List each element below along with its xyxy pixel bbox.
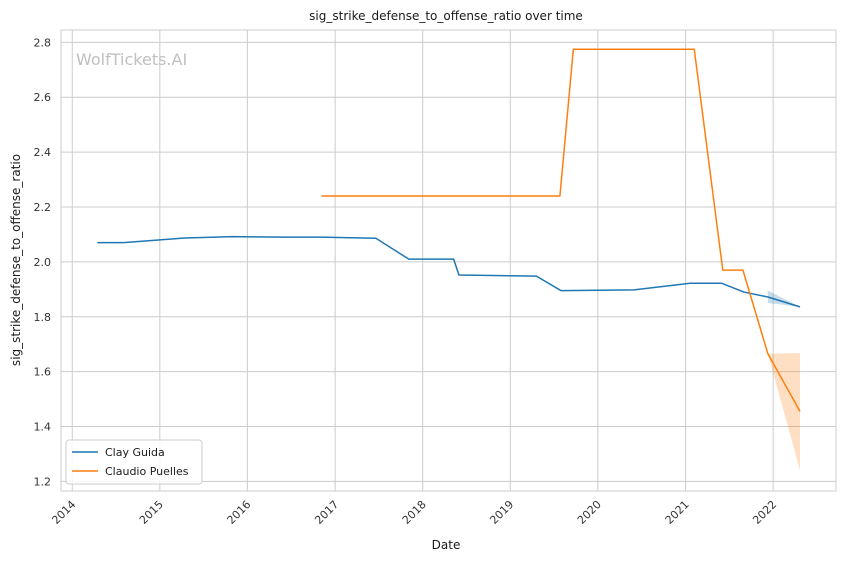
plot-frame — [60, 29, 837, 492]
series-lines — [97, 48, 801, 412]
legend-label-clay-guida: Clay Guida — [105, 446, 165, 459]
legend-label-claudio-puelles: Claudio Puelles — [105, 465, 189, 478]
series-line-claudio-puelles — [321, 48, 801, 412]
confidence-bands — [767, 290, 801, 471]
y-tick-label: 1.8 — [34, 311, 52, 324]
y-tick-labels: 1.2 1.4 1.6 1.8 2.0 2.2 2.4 2.6 2.8 — [34, 36, 52, 488]
watermark: WolfTickets.AI — [76, 50, 187, 69]
legend: Clay Guida Claudio Puelles — [65, 439, 203, 485]
y-tick-label: 1.4 — [34, 421, 52, 434]
x-tick-label: 2018 — [400, 498, 429, 527]
x-tick-label: 2016 — [225, 498, 254, 527]
x-tick-labels: 2014 2015 2016 2017 2018 2019 2020 2021 2022 — [49, 498, 779, 527]
x-tick-label: 2017 — [312, 498, 341, 527]
x-tick-label: 2022 — [750, 498, 779, 527]
legend-box — [65, 439, 203, 485]
chart-title: sig_strike_defense_to_offense_ratio over… — [309, 9, 583, 23]
y-tick-label: 2.6 — [34, 91, 52, 104]
y-tick-label: 2.2 — [34, 201, 52, 214]
x-axis-label: Date — [432, 538, 461, 552]
series-line-clay-guida — [97, 235, 801, 308]
x-tick-label: 2019 — [487, 498, 516, 527]
y-tick-label: 1.2 — [34, 475, 52, 488]
y-tick-label: 2.8 — [34, 36, 52, 49]
plot-background — [61, 30, 836, 491]
y-tick-label: 1.6 — [34, 366, 52, 379]
band-clay-guida — [767, 290, 801, 307]
y-tick-label: 2.4 — [34, 146, 52, 159]
x-tick-label: 2021 — [663, 498, 692, 527]
x-tick-label: 2020 — [575, 498, 604, 527]
x-tick-label: 2014 — [49, 498, 78, 527]
grid — [61, 30, 836, 491]
y-axis-label: sig_strike_defense_to_offense_ratio — [9, 154, 23, 366]
band-claudio-puelles — [767, 352, 801, 471]
y-tick-label: 2.0 — [34, 256, 52, 269]
x-tick-label: 2015 — [137, 498, 166, 527]
